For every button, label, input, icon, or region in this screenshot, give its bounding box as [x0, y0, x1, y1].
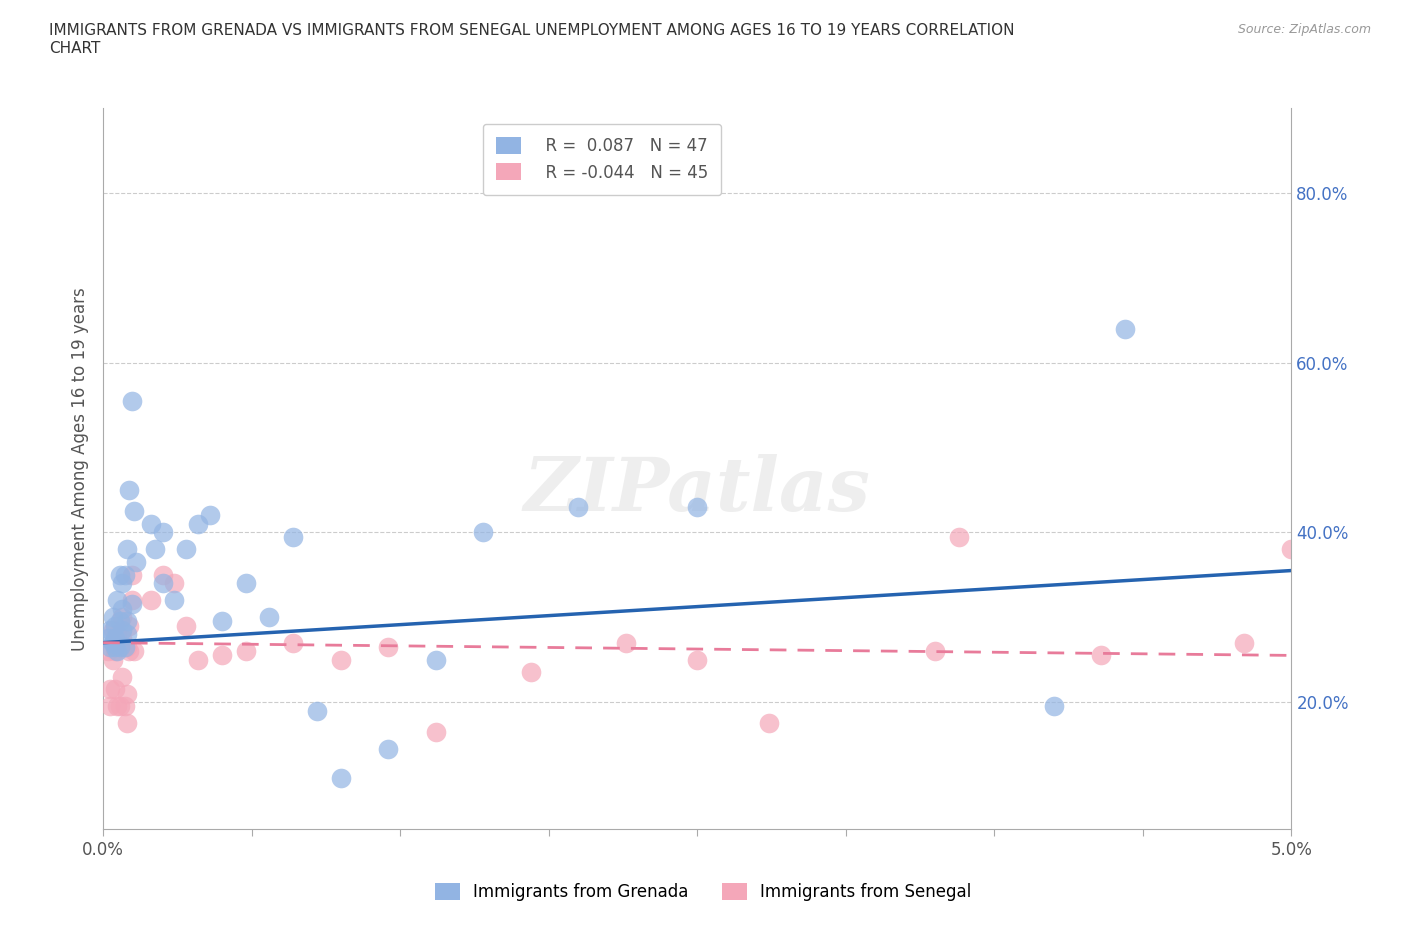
Point — [211, 648, 233, 663]
Legend: Immigrants from Grenada, Immigrants from Senegal: Immigrants from Grenada, Immigrants from… — [427, 876, 979, 908]
Point — [115, 614, 138, 629]
Point — [924, 644, 946, 658]
Text: ZIPatlas: ZIPatlas — [524, 454, 870, 526]
Point — [152, 525, 174, 539]
Point — [259, 610, 281, 625]
Point — [108, 698, 131, 713]
Point — [108, 640, 131, 655]
Point — [520, 665, 543, 680]
Point — [329, 652, 352, 667]
Point — [567, 499, 589, 514]
Point — [329, 771, 352, 786]
Point — [97, 644, 120, 658]
Point — [198, 508, 221, 523]
Y-axis label: Unemployment Among Ages 16 to 19 years: Unemployment Among Ages 16 to 19 years — [72, 286, 89, 651]
Point — [105, 627, 128, 642]
Point — [111, 631, 134, 645]
Point — [139, 516, 162, 531]
Point — [111, 576, 134, 591]
Point — [115, 640, 138, 655]
Point — [111, 602, 134, 617]
Point — [105, 592, 128, 607]
Point — [1090, 648, 1112, 663]
Point — [283, 635, 305, 650]
Point — [104, 682, 127, 697]
Point — [235, 576, 257, 591]
Point — [111, 610, 134, 625]
Point — [101, 622, 124, 637]
Point — [152, 567, 174, 582]
Point — [425, 724, 447, 739]
Point — [101, 652, 124, 667]
Point — [686, 499, 709, 514]
Point — [235, 644, 257, 658]
Point — [1281, 542, 1303, 557]
Point — [614, 635, 637, 650]
Point — [104, 631, 127, 645]
Point — [104, 644, 127, 658]
Point — [118, 618, 141, 633]
Point — [114, 640, 136, 655]
Point — [139, 592, 162, 607]
Text: Source: ZipAtlas.com: Source: ZipAtlas.com — [1237, 23, 1371, 36]
Legend:   R =  0.087   N = 47,   R = -0.044   N = 45: R = 0.087 N = 47, R = -0.044 N = 45 — [484, 124, 721, 195]
Point — [122, 504, 145, 519]
Point — [105, 644, 128, 658]
Point — [176, 618, 198, 633]
Text: IMMIGRANTS FROM GRENADA VS IMMIGRANTS FROM SENEGAL UNEMPLOYMENT AMONG AGES 16 TO: IMMIGRANTS FROM GRENADA VS IMMIGRANTS FR… — [49, 23, 1015, 56]
Point — [105, 635, 128, 650]
Point — [115, 686, 138, 701]
Point — [187, 516, 209, 531]
Point — [948, 529, 970, 544]
Point — [377, 741, 399, 756]
Point — [425, 652, 447, 667]
Point — [104, 618, 127, 633]
Point — [108, 635, 131, 650]
Point — [377, 640, 399, 655]
Point — [121, 567, 143, 582]
Point — [111, 622, 134, 637]
Point — [686, 652, 709, 667]
Point — [115, 542, 138, 557]
Point — [472, 525, 495, 539]
Point — [122, 644, 145, 658]
Point — [118, 483, 141, 498]
Point — [98, 622, 121, 637]
Point — [108, 567, 131, 582]
Point — [114, 640, 136, 655]
Point — [115, 627, 138, 642]
Point — [305, 703, 328, 718]
Point — [121, 597, 143, 612]
Point — [98, 640, 121, 655]
Point — [145, 542, 167, 557]
Point — [101, 610, 124, 625]
Point — [121, 393, 143, 408]
Point — [114, 567, 136, 582]
Point — [125, 554, 148, 569]
Point — [101, 635, 124, 650]
Point — [1233, 635, 1256, 650]
Point — [121, 592, 143, 607]
Point — [1114, 321, 1136, 336]
Point — [111, 670, 134, 684]
Point — [108, 614, 131, 629]
Point — [105, 698, 128, 713]
Point — [1042, 698, 1064, 713]
Point — [211, 614, 233, 629]
Point — [152, 576, 174, 591]
Point — [118, 644, 141, 658]
Point — [104, 640, 127, 655]
Point — [758, 716, 780, 731]
Point — [283, 529, 305, 544]
Point — [163, 592, 186, 607]
Point — [114, 698, 136, 713]
Point — [187, 652, 209, 667]
Point — [163, 576, 186, 591]
Point — [98, 698, 121, 713]
Point — [97, 631, 120, 645]
Point — [176, 542, 198, 557]
Point — [115, 716, 138, 731]
Point — [98, 682, 121, 697]
